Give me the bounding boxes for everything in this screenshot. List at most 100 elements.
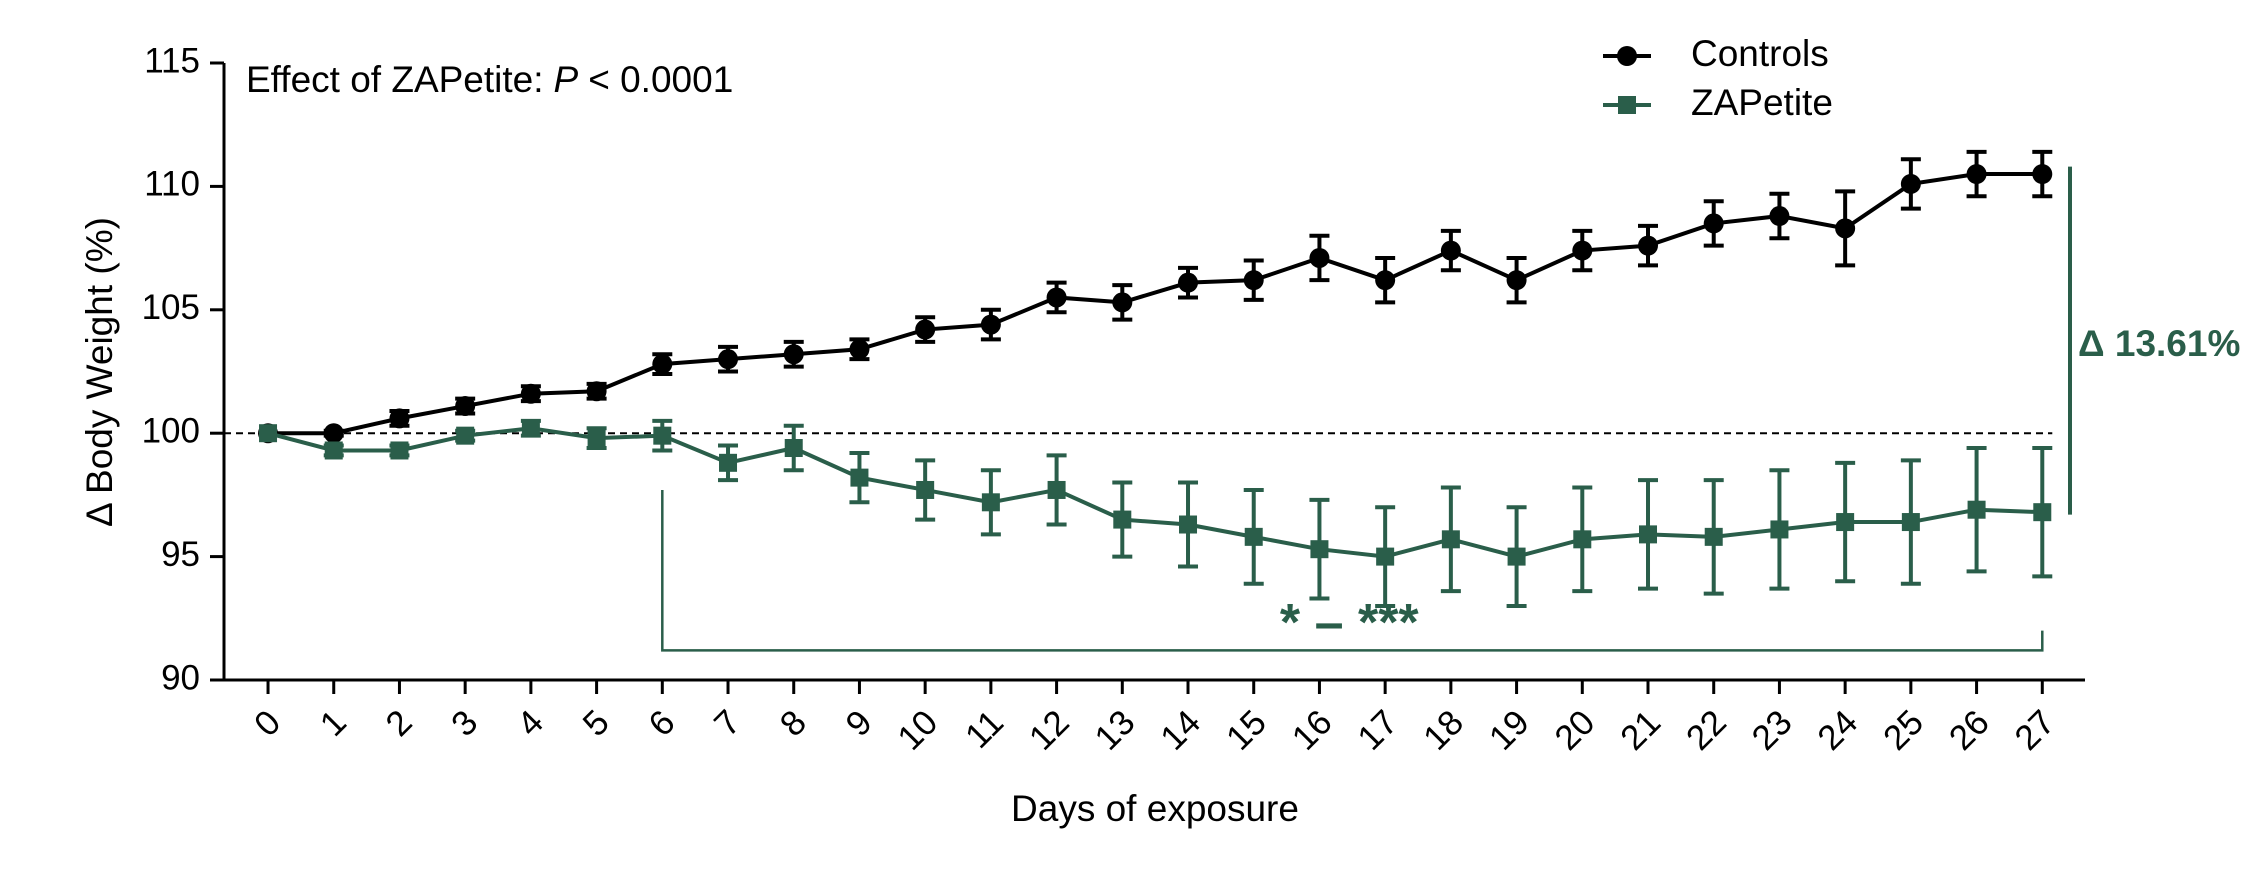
point (587, 429, 606, 448)
point (1179, 515, 1198, 534)
point (2033, 503, 2052, 522)
point (1901, 513, 1920, 532)
point (1900, 173, 1921, 194)
series-line (268, 172, 2043, 436)
y-tick-label: 115 (144, 41, 200, 80)
point (1573, 530, 1592, 549)
x-tick-label: 22 (1679, 703, 1734, 758)
x-tick-label: 26 (1942, 703, 1997, 758)
significance-label: * – *** (1280, 594, 1420, 652)
point (1835, 218, 1856, 239)
x-tick-label: 9 (838, 703, 879, 744)
legend-marker (1617, 46, 1637, 66)
x-tick-label: 23 (1745, 703, 1800, 758)
legend-label: ZAPetite (1691, 82, 1833, 123)
x-tick-label: 14 (1153, 703, 1208, 758)
point (1310, 540, 1329, 559)
point (1244, 527, 1263, 546)
point (783, 344, 804, 365)
point (1769, 206, 1790, 227)
point (1243, 270, 1264, 291)
point (1376, 547, 1395, 566)
point (915, 319, 936, 340)
point (1704, 527, 1723, 546)
point (2032, 164, 2053, 185)
stat-annotation-part: P (554, 59, 579, 100)
x-tick-label: 12 (1022, 703, 1077, 758)
point (455, 396, 476, 417)
point (1966, 164, 1987, 185)
point (324, 441, 343, 460)
series-line (267, 426, 2043, 559)
point (1639, 525, 1658, 544)
point (981, 493, 1000, 512)
x-tick-label: 10 (890, 703, 945, 758)
point (1506, 270, 1527, 291)
point (1113, 510, 1132, 529)
point (323, 423, 344, 444)
x-tick-label: 21 (1613, 703, 1668, 758)
point (1046, 287, 1067, 308)
x-tick-label: 17 (1350, 703, 1405, 758)
point (259, 424, 278, 443)
point (1967, 500, 1986, 519)
x-tick-label: 0 (247, 703, 288, 744)
x-tick-label: 15 (1219, 703, 1274, 758)
x-tick-label: 24 (1810, 703, 1865, 758)
point (521, 419, 540, 438)
point (980, 314, 1001, 335)
point (520, 383, 541, 404)
point (390, 441, 409, 460)
x-tick-label: 6 (641, 703, 682, 744)
significance-bracket (661, 489, 2044, 652)
x-tick-label: 5 (575, 703, 616, 744)
point (1638, 235, 1659, 256)
x-tick-label: 13 (1087, 703, 1142, 758)
point (1441, 530, 1460, 549)
x-tick-label: 18 (1416, 703, 1471, 758)
x-tick-label: 25 (1876, 703, 1931, 758)
point (1112, 292, 1133, 313)
point (850, 468, 869, 487)
point (456, 426, 475, 445)
y-tick-label: 100 (142, 411, 200, 450)
point (1507, 547, 1526, 566)
point (849, 339, 870, 360)
y-tick-label: 105 (142, 288, 200, 327)
point (1703, 213, 1724, 234)
x-tick-label: 7 (707, 703, 748, 744)
x-tick-label: 20 (1547, 703, 1602, 758)
point (1047, 480, 1066, 499)
point (719, 453, 738, 472)
legend-marker (1618, 96, 1636, 114)
y-tick-label: 110 (144, 165, 200, 204)
stat-annotation: Effect of ZAPetite: P < 0.0001 (246, 59, 733, 100)
point (652, 354, 673, 375)
x-tick-label: 8 (773, 703, 814, 744)
point (1375, 270, 1396, 291)
y-tick-label: 95 (161, 535, 200, 574)
x-tick-label: 1 (313, 703, 354, 744)
x-tick-label: 3 (444, 703, 485, 744)
x-tick-label: 11 (958, 703, 1011, 756)
x-axis-label: Days of exposure (1011, 788, 1299, 829)
x-tick-label: 19 (1482, 703, 1537, 758)
difference-label: Δ 13.61% (2078, 323, 2240, 364)
point (1178, 272, 1199, 293)
point (1770, 520, 1789, 539)
point (586, 381, 607, 402)
legend-label: Controls (1691, 33, 1829, 74)
point (718, 349, 739, 370)
point (653, 426, 672, 445)
point (1309, 247, 1330, 268)
y-axis-label: Δ Body Weight (%) (79, 217, 120, 527)
point (1440, 240, 1461, 261)
x-tick-label: 2 (378, 703, 419, 744)
point (1836, 513, 1855, 532)
point (916, 480, 935, 499)
point (1572, 240, 1593, 261)
y-tick-label: 90 (161, 658, 200, 697)
stat-annotation-part: < 0.0001 (588, 59, 733, 100)
